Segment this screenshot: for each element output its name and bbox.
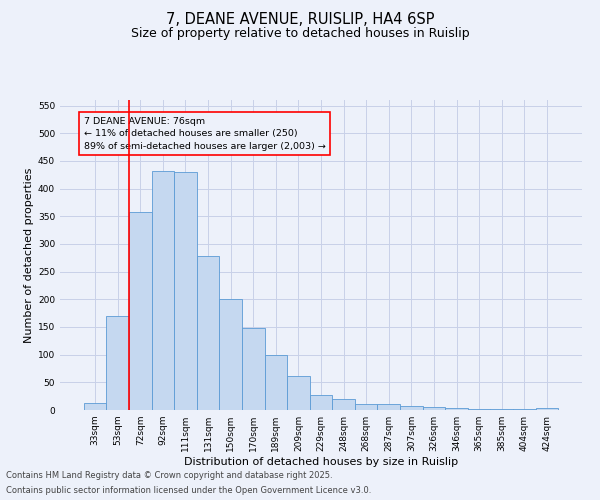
Bar xyxy=(310,395,332,410)
Text: Size of property relative to detached houses in Ruislip: Size of property relative to detached ho… xyxy=(131,28,469,40)
Text: Contains HM Land Registry data © Crown copyright and database right 2025.: Contains HM Land Registry data © Crown c… xyxy=(6,471,332,480)
Bar xyxy=(84,403,106,410)
Bar xyxy=(513,409,536,410)
Bar xyxy=(536,408,558,410)
Bar xyxy=(152,171,174,410)
Bar xyxy=(445,408,468,410)
Bar xyxy=(197,256,220,410)
Bar xyxy=(468,409,490,410)
Y-axis label: Number of detached properties: Number of detached properties xyxy=(24,168,34,342)
Bar xyxy=(287,376,310,410)
Bar xyxy=(106,316,129,410)
Text: 7 DEANE AVENUE: 76sqm
← 11% of detached houses are smaller (250)
89% of semi-det: 7 DEANE AVENUE: 76sqm ← 11% of detached … xyxy=(84,116,326,150)
Bar xyxy=(400,406,422,410)
Text: Contains public sector information licensed under the Open Government Licence v3: Contains public sector information licen… xyxy=(6,486,371,495)
Bar xyxy=(242,328,265,410)
Bar xyxy=(265,355,287,410)
Bar xyxy=(355,404,377,410)
Bar xyxy=(332,400,355,410)
X-axis label: Distribution of detached houses by size in Ruislip: Distribution of detached houses by size … xyxy=(184,457,458,467)
Bar xyxy=(377,404,400,410)
Bar xyxy=(129,212,152,410)
Bar xyxy=(220,298,242,410)
Bar xyxy=(422,407,445,410)
Bar xyxy=(174,172,197,410)
Text: 7, DEANE AVENUE, RUISLIP, HA4 6SP: 7, DEANE AVENUE, RUISLIP, HA4 6SP xyxy=(166,12,434,28)
